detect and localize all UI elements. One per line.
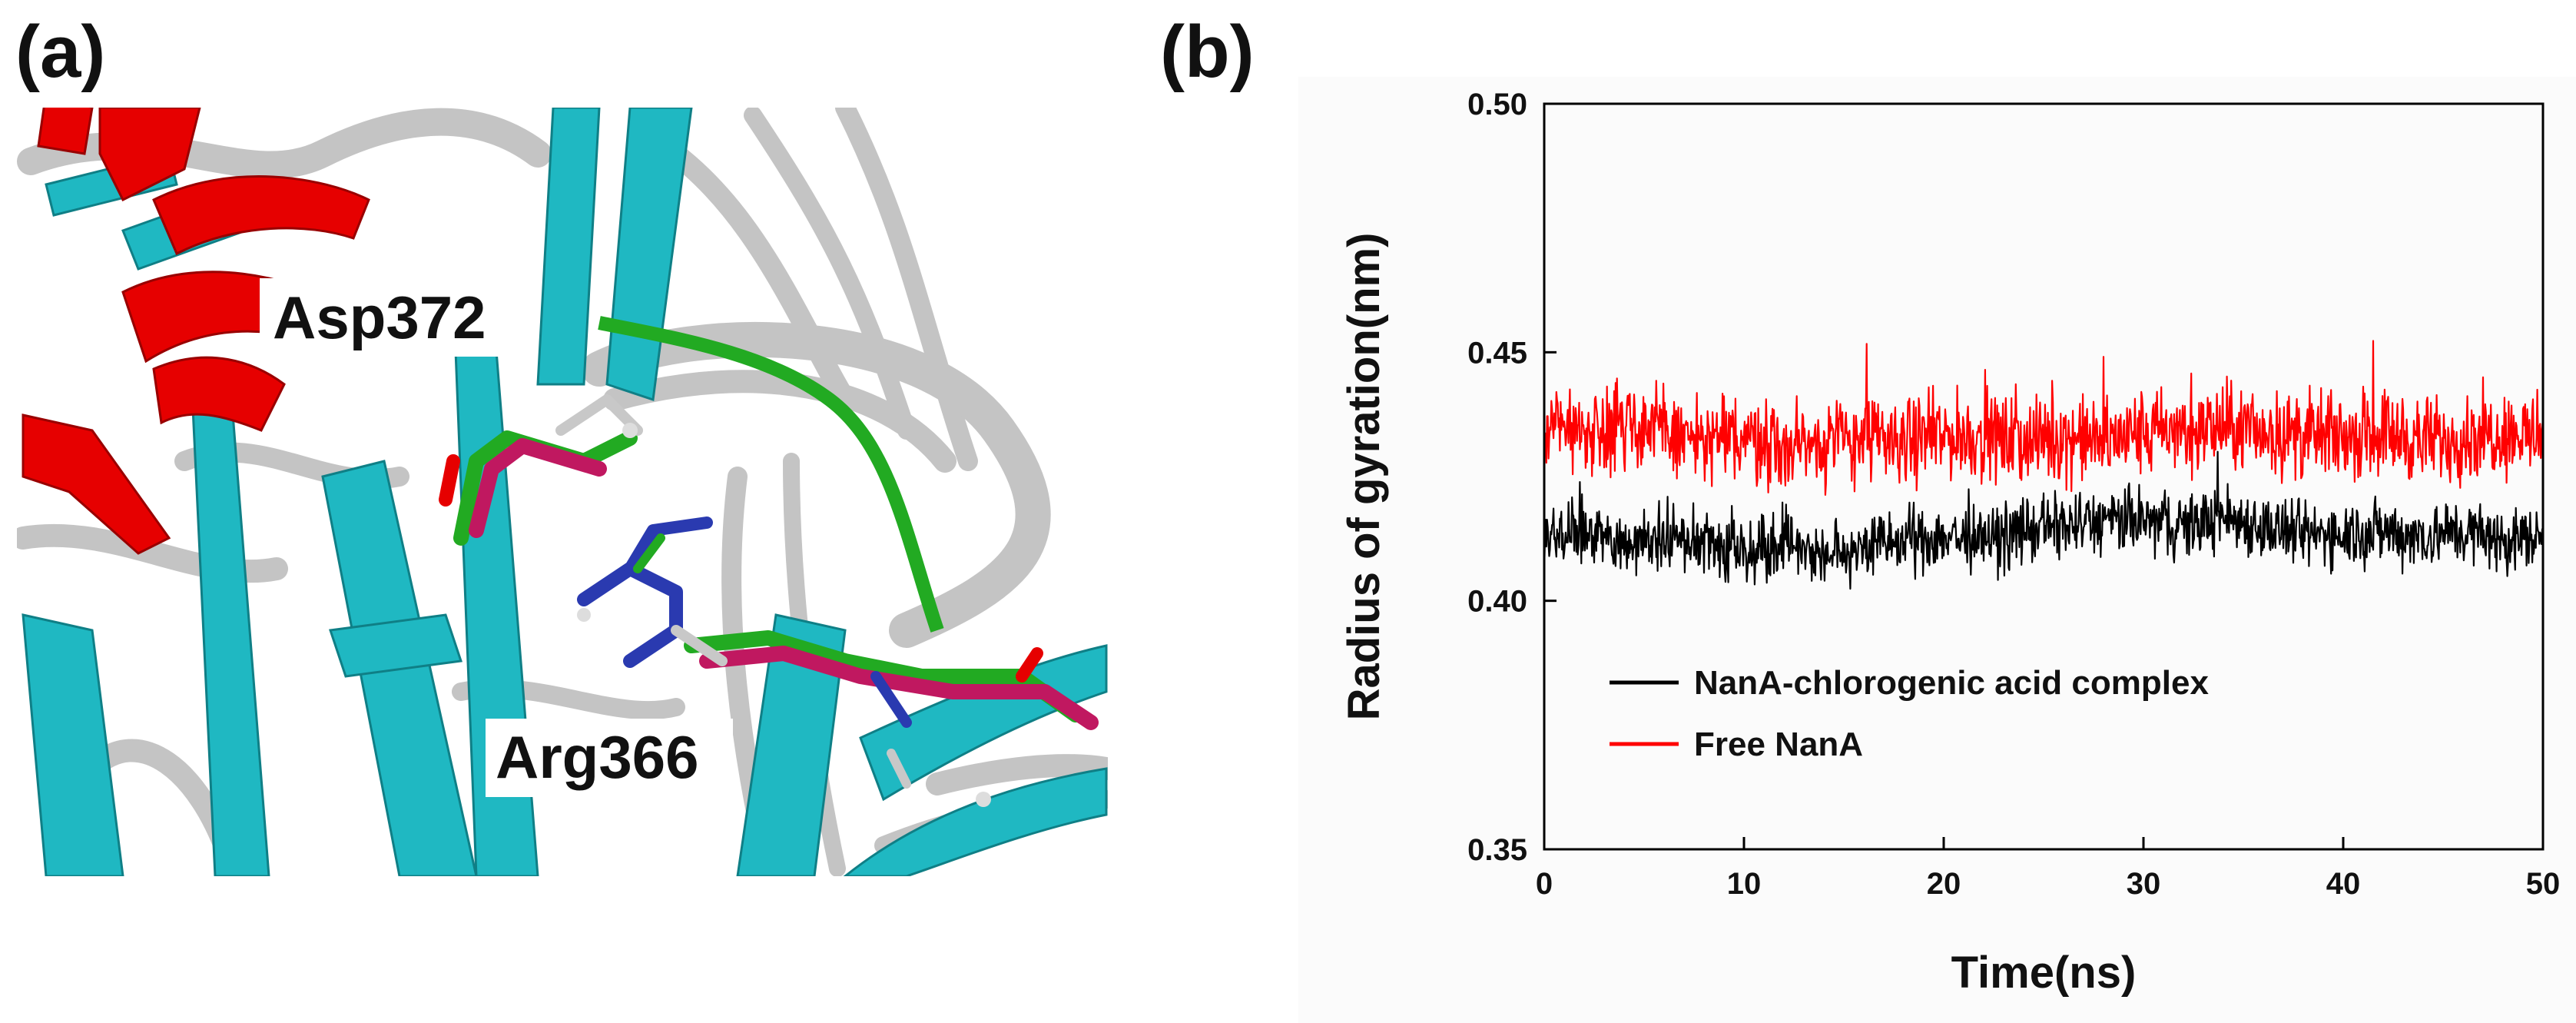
residue-label-asp372: Asp372 bbox=[273, 284, 486, 351]
plot-frame bbox=[1543, 102, 2545, 851]
axes-layer bbox=[1543, 102, 2545, 851]
arg366-label-bg bbox=[486, 719, 733, 797]
x-axis-title: Time(ns) bbox=[1951, 948, 2137, 998]
asp372-label-bg bbox=[260, 278, 510, 357]
x-tick-label: 10 bbox=[1727, 867, 1762, 901]
series-line-complex bbox=[1543, 450, 2545, 590]
y-tick-label: 0.50 bbox=[1467, 88, 1527, 121]
y-tick-label: 0.35 bbox=[1467, 833, 1527, 867]
y-axis-title: Radius of gyration(nm) bbox=[1339, 233, 1389, 721]
x-tick-label: 20 bbox=[1927, 867, 1961, 901]
legend-label-free: Free NanA bbox=[1694, 726, 1863, 763]
y-tick-label: 0.45 bbox=[1467, 336, 1527, 370]
radius-of-gyration-chart: 0 10 20 30 40 50 0.35 0.40 0.45 0.50 Time(ns) Rad… bbox=[1339, 88, 2560, 998]
x-tick-label: 50 bbox=[2526, 867, 2561, 901]
legend-label-complex: NanA-chlorogenic acid complex bbox=[1694, 664, 2209, 702]
ticks-layer: 0 10 20 30 40 50 0.35 0.40 0.45 0.50 bbox=[1467, 88, 2560, 901]
series-line-free bbox=[1543, 340, 2545, 496]
panel-b-label: (b) bbox=[1160, 11, 1255, 93]
panel-a: (a) bbox=[15, 11, 1108, 876]
x-tick-label: 30 bbox=[2127, 867, 2161, 901]
legend: NanA-chlorogenic acid complex Free NanA bbox=[1610, 664, 2209, 763]
residue-label-arg366: Arg366 bbox=[496, 723, 698, 791]
series-layer bbox=[1543, 340, 2545, 590]
y-tick-label: 0.40 bbox=[1467, 585, 1527, 619]
protein-structure-image bbox=[17, 108, 1108, 876]
x-tick-label: 40 bbox=[2326, 867, 2361, 901]
panel-a-label: (a) bbox=[15, 11, 105, 93]
panel-b: (b) 0 10 20 30 40 50 0.35 0.40 0.45 0.50 Time(ns)… bbox=[1160, 11, 2576, 1023]
x-tick-label: 0 bbox=[1536, 867, 1553, 901]
